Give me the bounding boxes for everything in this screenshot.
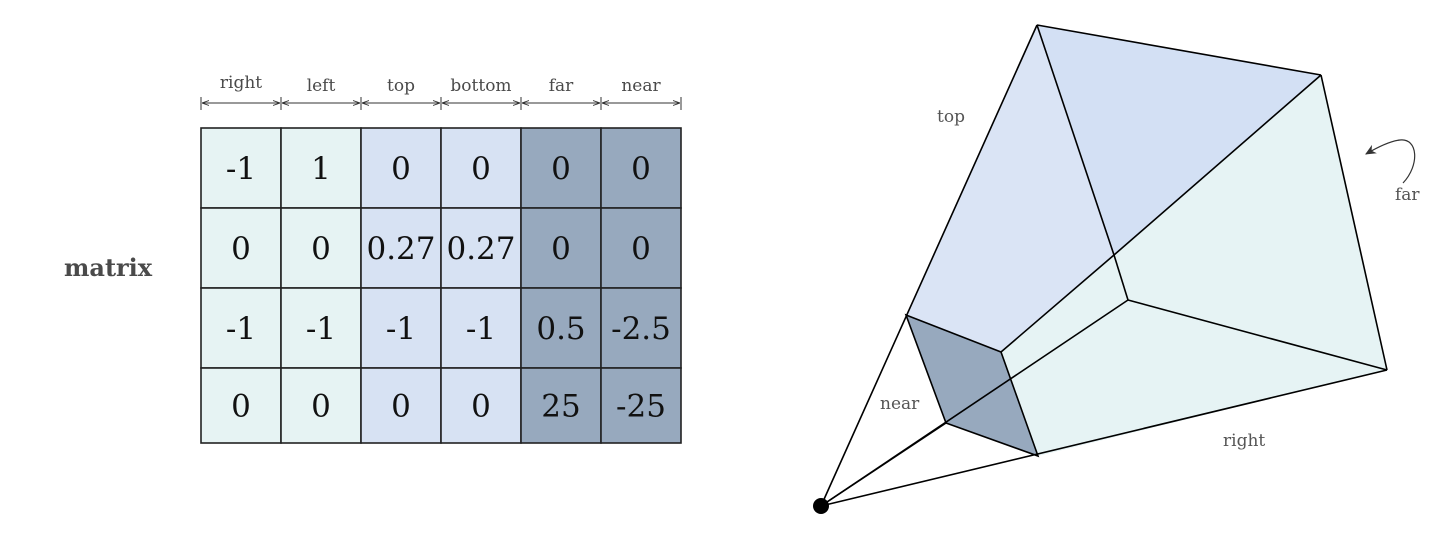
matrix-title: matrix [64, 253, 153, 282]
frustum-label-far: far [1395, 185, 1420, 205]
far-pointer-arrow [1365, 139, 1416, 184]
matrix-cell [440, 207, 522, 289]
matrix-cell-value: 0 [391, 151, 411, 187]
matrix-cell [360, 287, 442, 369]
matrix-cell-value: 0 [311, 231, 331, 267]
column-label-far: far [549, 76, 574, 96]
matrix-cell-value: 0 [551, 231, 571, 267]
matrix-cell-value: 0 [231, 231, 251, 267]
matrix-cell [440, 127, 522, 209]
view-frustum: top far near right [813, 24, 1420, 514]
matrix-cell-value: 0 [471, 389, 491, 425]
frustum-far-upper-face [1037, 25, 1321, 255]
matrix-cell [280, 367, 362, 444]
matrix-cell [280, 127, 362, 209]
frustum-label-near: near [880, 394, 920, 414]
matrix-cell [600, 207, 682, 289]
matrix-cell-value: -1 [226, 151, 256, 187]
matrix-cell-value: -1 [386, 311, 416, 347]
matrix-cells: -1 1 0 0 0 0 0 0 0.27 0.27 0 0 -1 -1 -1 -1 0.5 -2.5 0 0 0 0 25… [200, 127, 682, 444]
matrix-cell-value: 0.5 [536, 311, 585, 347]
matrix-cell-value: -25 [616, 389, 666, 425]
matrix-cell [200, 287, 282, 369]
frustum-edges [820, 24, 1388, 507]
matrix-cell [600, 287, 682, 369]
matrix-cell-value: -1 [306, 311, 336, 347]
matrix-cell-value: 0 [471, 151, 491, 187]
matrix-cell-value: -1 [226, 311, 256, 347]
matrix-cell-value: 0 [551, 151, 571, 187]
matrix-cell [600, 127, 682, 209]
matrix-cell [200, 367, 282, 444]
column-label-top: top [387, 76, 415, 96]
frustum-right-face [1001, 255, 1387, 456]
matrix-cell-value: 25 [541, 389, 580, 425]
matrix-cell [440, 367, 522, 444]
matrix-cell [360, 367, 442, 444]
column-label-bottom: bottom [450, 76, 511, 96]
matrix-cell [280, 207, 362, 289]
matrix-cell-value: 0 [391, 389, 411, 425]
matrix-cell [600, 367, 682, 444]
matrix-cell-value: 1 [311, 151, 331, 187]
matrix-cell-value: -2.5 [611, 311, 671, 347]
column-headers: right left top bottom far near [200, 73, 682, 110]
matrix-cell-value: 0 [631, 231, 651, 267]
projection-matrix: matrix right left top bottom far near -1 1 0 0 0 0… [64, 73, 682, 444]
frustum-label-top: top [937, 107, 965, 127]
matrix-cell-value: 0 [311, 389, 331, 425]
matrix-cell-value: 0.27 [446, 231, 515, 267]
matrix-cell-value: 0.27 [366, 231, 435, 267]
matrix-cell [440, 287, 522, 369]
matrix-cell [520, 367, 602, 444]
column-label-near: near [621, 76, 661, 96]
matrix-cell-value: 0 [631, 151, 651, 187]
column-label-right: right [220, 73, 262, 93]
frustum-near-face [906, 315, 1038, 456]
matrix-cell-value: 0 [231, 389, 251, 425]
matrix-cell [280, 287, 362, 369]
frustum-label-right: right [1223, 431, 1265, 451]
column-label-left: left [307, 76, 336, 96]
frustum-far-right-face [1114, 75, 1387, 370]
frustum-top-face [906, 25, 1114, 352]
camera-apex [813, 498, 829, 514]
matrix-cell-value: -1 [466, 311, 496, 347]
matrix-cell [520, 287, 602, 369]
